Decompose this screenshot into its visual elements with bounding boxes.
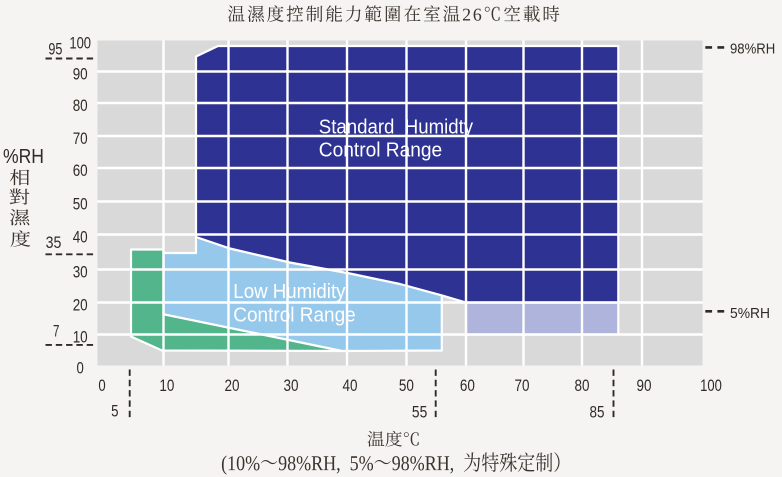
svg-text:95: 95 [48,40,62,59]
svg-text:30: 30 [73,263,88,282]
svg-text:%RH: %RH [3,146,44,168]
svg-text:40: 40 [73,228,88,247]
svg-text:0: 0 [98,376,105,395]
svg-text:20: 20 [225,376,240,395]
svg-text:70: 70 [73,129,88,148]
svg-text:90: 90 [637,376,652,395]
svg-text:100: 100 [69,34,91,53]
svg-text:50: 50 [399,376,414,395]
svg-text:Control Range: Control Range [233,304,355,327]
svg-text:80: 80 [73,96,88,115]
svg-text:85: 85 [590,403,605,422]
svg-text:70: 70 [515,376,530,395]
svg-text:80: 80 [575,376,590,395]
svg-text:30: 30 [284,376,299,395]
svg-text:Standard Humidty: Standard Humidty [319,116,474,139]
svg-text:0: 0 [77,359,84,378]
svg-text:100: 100 [700,376,722,395]
svg-text:98%RH: 98%RH [730,41,775,58]
svg-text:35: 35 [46,233,62,252]
svg-text:40: 40 [343,376,358,395]
svg-text:60: 60 [73,161,88,180]
svg-text:10: 10 [159,376,174,395]
svg-text:5%RH: 5%RH [730,305,770,322]
svg-text:50: 50 [73,195,88,214]
svg-text:10: 10 [73,328,88,347]
svg-text:Control Range: Control Range [319,139,442,162]
svg-text:55: 55 [412,403,427,422]
svg-text:60: 60 [460,376,475,395]
svg-text:7: 7 [53,322,59,341]
svg-text:20: 20 [73,296,88,315]
svg-text:5: 5 [111,402,118,421]
svg-text:Low Humidity: Low Humidity [233,280,346,303]
svg-text:90: 90 [73,65,88,84]
